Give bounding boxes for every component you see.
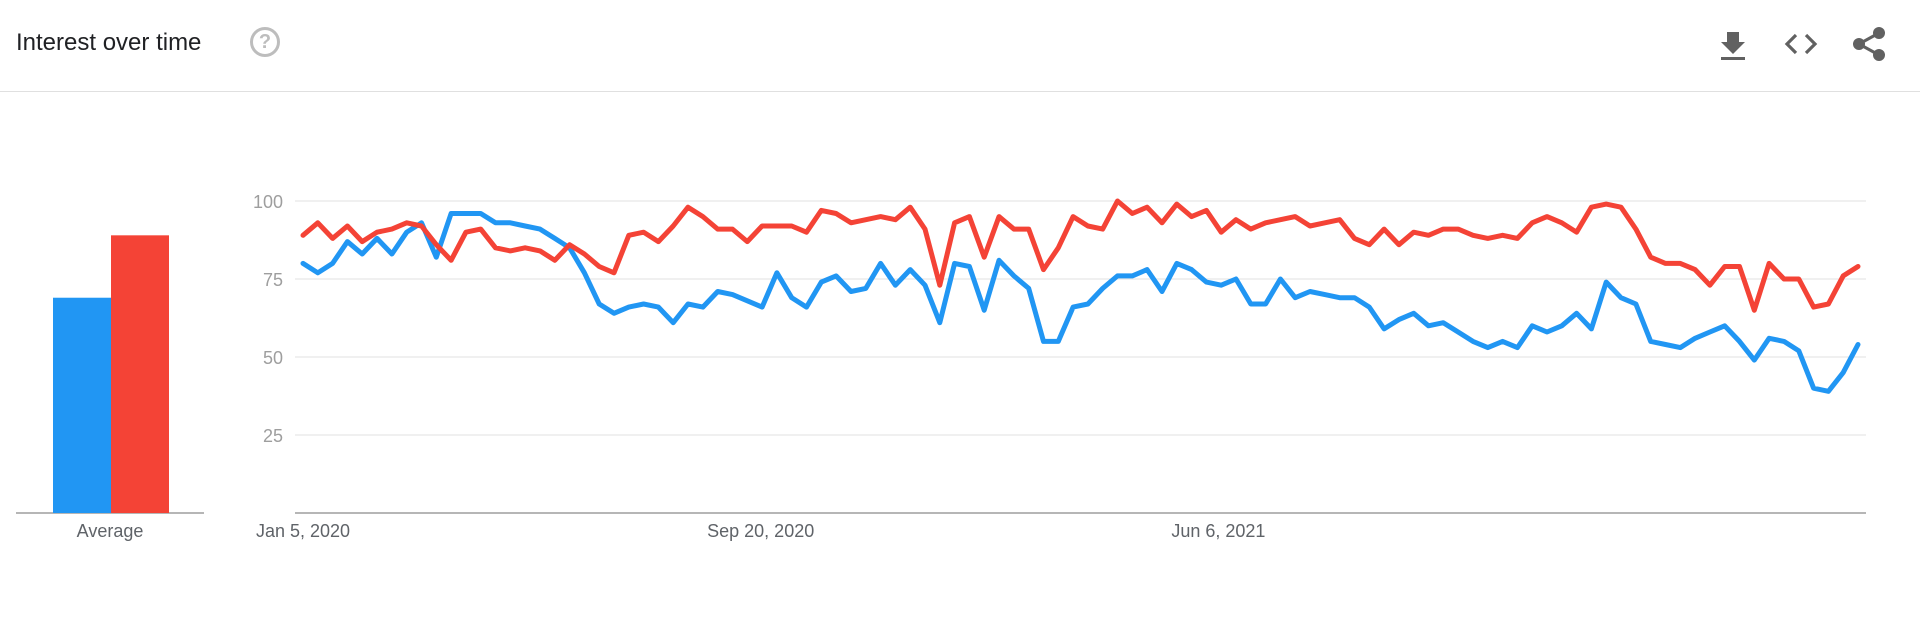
download-icon[interactable] [1713,24,1753,64]
y-tick-label: 75 [263,270,283,290]
help-icon[interactable]: ? [250,27,280,57]
y-tick-label: 25 [263,426,283,446]
series-line-2 [300,198,1861,313]
x-tick-label: Sep 20, 2020 [707,521,814,541]
average-bar-2 [111,235,169,513]
chart-header: Interest over time ? [0,0,1920,92]
share-icon[interactable] [1849,24,1889,64]
x-tick-label: Jun 6, 2021 [1171,521,1265,541]
chart-title: Interest over time [16,29,202,56]
embed-code-icon[interactable] [1781,24,1821,64]
x-tick-label: Jan 5, 2020 [256,521,350,541]
series-line-1 [300,211,1861,394]
average-label: Average [77,521,144,541]
y-tick-label: 50 [263,348,283,368]
average-bar-1 [53,297,111,513]
y-tick-label: 100 [253,192,283,212]
